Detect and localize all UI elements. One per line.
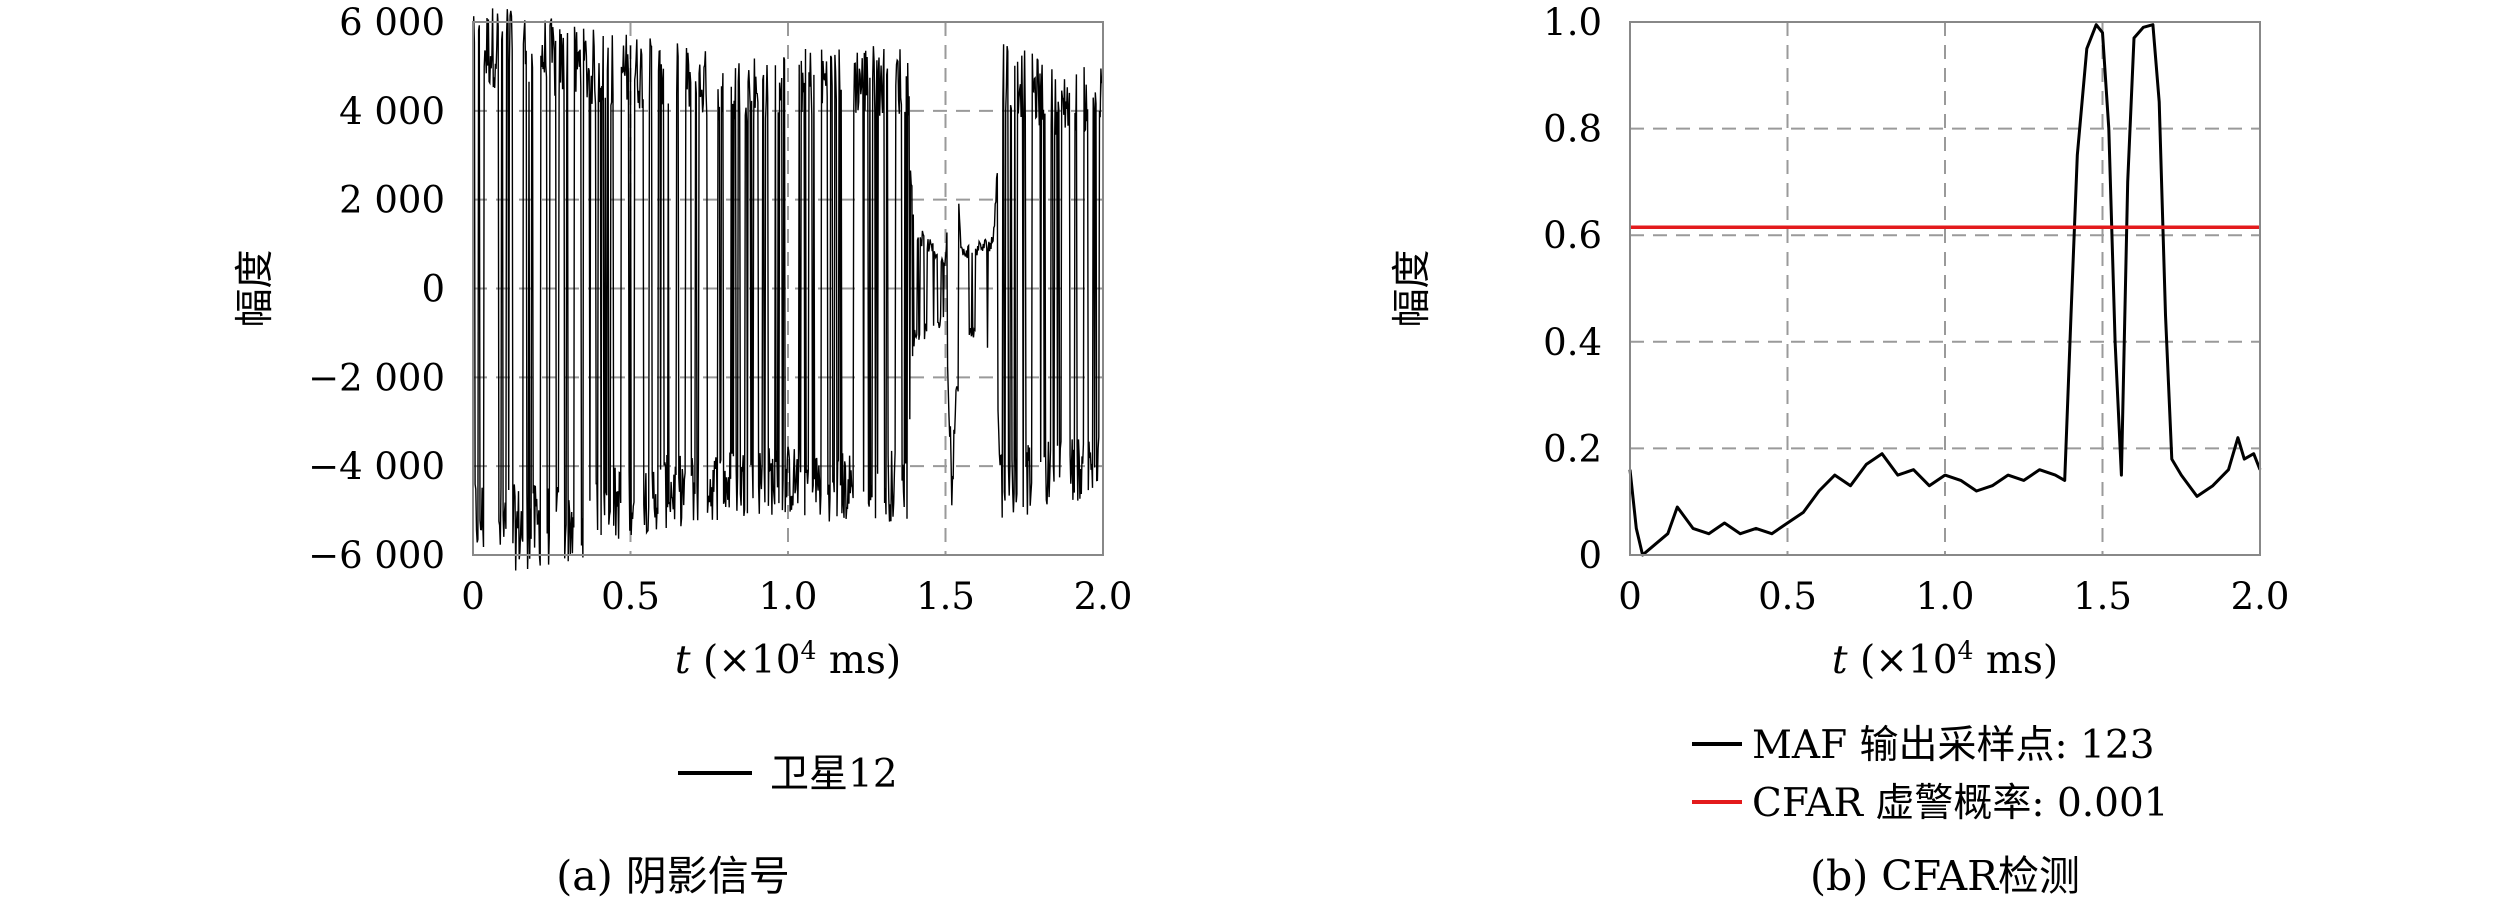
panel-a-signal-trace <box>472 8 1104 571</box>
panel-a-x-tick-label: 0.5 <box>601 575 660 618</box>
panel-a-y-tick-label: 2 000 <box>339 179 445 222</box>
panel-a-x-axis-unit: (×10 <box>703 638 801 683</box>
panel-b-series-line-maf <box>1628 23 2262 557</box>
panel-a-plot-frame <box>472 21 1104 556</box>
panel-b-y-tick-label: 0.8 <box>1543 108 1602 151</box>
panel-b-x-axis-label: t (×104 ms) <box>1832 636 2058 683</box>
panel-a-x-tick-label: 1.5 <box>916 575 975 618</box>
panel-b-x-axis-exp: 4 <box>1958 636 1974 665</box>
panel-b-plot-frame <box>1629 21 2261 556</box>
panel-b-x-tick-label: 0.5 <box>1758 575 1817 618</box>
panel-b-x-tick-label: 1.5 <box>2073 575 2132 618</box>
panel-b-y-tick-label: 0.4 <box>1543 321 1602 364</box>
panel-b-legend: MAF 输出采样点: 123 CFAR 虚警概率: 0.001 <box>1692 723 2169 826</box>
panel-b-legend-label-cfar: CFAR 虚警概率: 0.001 <box>1752 781 2169 826</box>
panel-a-series-line-satellite-12 <box>472 8 1104 571</box>
panel-a-x-axis-label: t (×104 ms) <box>675 636 901 683</box>
panel-a-x-axis-tail: ms) <box>816 638 901 683</box>
panel-b-caption: (b) CFAR检测 <box>1810 852 2080 900</box>
panel-a-y-tick-label: 4 000 <box>339 90 445 133</box>
panel-a-y-tick-label: 6 000 <box>339 1 445 44</box>
panel-b-y-tick-label: 1.0 <box>1543 1 1602 44</box>
panel-b-x-tick-labels: 0 0.5 1.0 1.5 2.0 <box>1618 575 2289 618</box>
panel-a-y-tick-label: −4 000 <box>308 445 445 488</box>
panel-a-y-tick-label: 0 <box>421 268 445 311</box>
panel-a-y-tick-label: −6 000 <box>308 534 445 577</box>
panel-a-x-axis-var: t <box>675 638 691 683</box>
panel-a-y-tick-labels: −6 000 −4 000 −2 000 0 2 000 4 000 6 000 <box>308 1 445 577</box>
panel-b-y-tick-label: 0.6 <box>1543 214 1602 257</box>
panel-a-x-axis-exp: 4 <box>801 636 817 665</box>
panel-a-shadow-signal: 0 0.5 1.0 1.5 2.0 −6 000 −4 000 −2 000 0 2 000 4 … <box>233 1 1132 900</box>
panel-b-y-tick-label: 0.2 <box>1543 427 1602 470</box>
panel-a-x-tick-labels: 0 0.5 1.0 1.5 2.0 <box>461 575 1132 618</box>
panel-a-y-axis-label: 幅度 <box>233 249 278 327</box>
panel-a-x-tick-label: 0 <box>461 575 485 618</box>
panel-a-x-tick-label: 1.0 <box>759 575 818 618</box>
panel-b-y-axis-label: 幅度 <box>1390 249 1435 327</box>
panel-a-caption: (a) 阴影信号 <box>556 852 789 900</box>
panel-b-x-tick-label: 0 <box>1618 575 1642 618</box>
panel-b-x-tick-label: 2.0 <box>2231 575 2290 618</box>
panel-a-x-tick-label: 2.0 <box>1074 575 1133 618</box>
panel-a-y-tick-label: −2 000 <box>308 356 445 399</box>
panel-b-y-tick-labels: 0 0.2 0.4 0.6 0.8 1.0 <box>1543 1 1602 577</box>
panel-b-legend-label-maf: MAF 输出采样点: 123 <box>1752 723 2155 768</box>
panel-b-y-tick-label: 0 <box>1578 534 1602 577</box>
panel-b-x-axis-tail: ms) <box>1973 638 2058 683</box>
panel-b-x-axis-unit: (×10 <box>1860 638 1958 683</box>
panel-a-legend-label-satellite-12: 卫星12 <box>770 752 898 797</box>
panel-b-x-axis-var: t <box>1832 638 1848 683</box>
panel-b-series-lines <box>1628 23 2262 557</box>
panel-a-legend: 卫星12 <box>678 752 898 797</box>
panel-b-cfar-detection: 0 0.5 1.0 1.5 2.0 0 0.2 0.4 0.6 0.8 1.0 t (×104 m… <box>1390 1 2289 900</box>
panel-b-x-tick-label: 1.0 <box>1916 575 1975 618</box>
panel-b-grid <box>1630 22 2260 555</box>
